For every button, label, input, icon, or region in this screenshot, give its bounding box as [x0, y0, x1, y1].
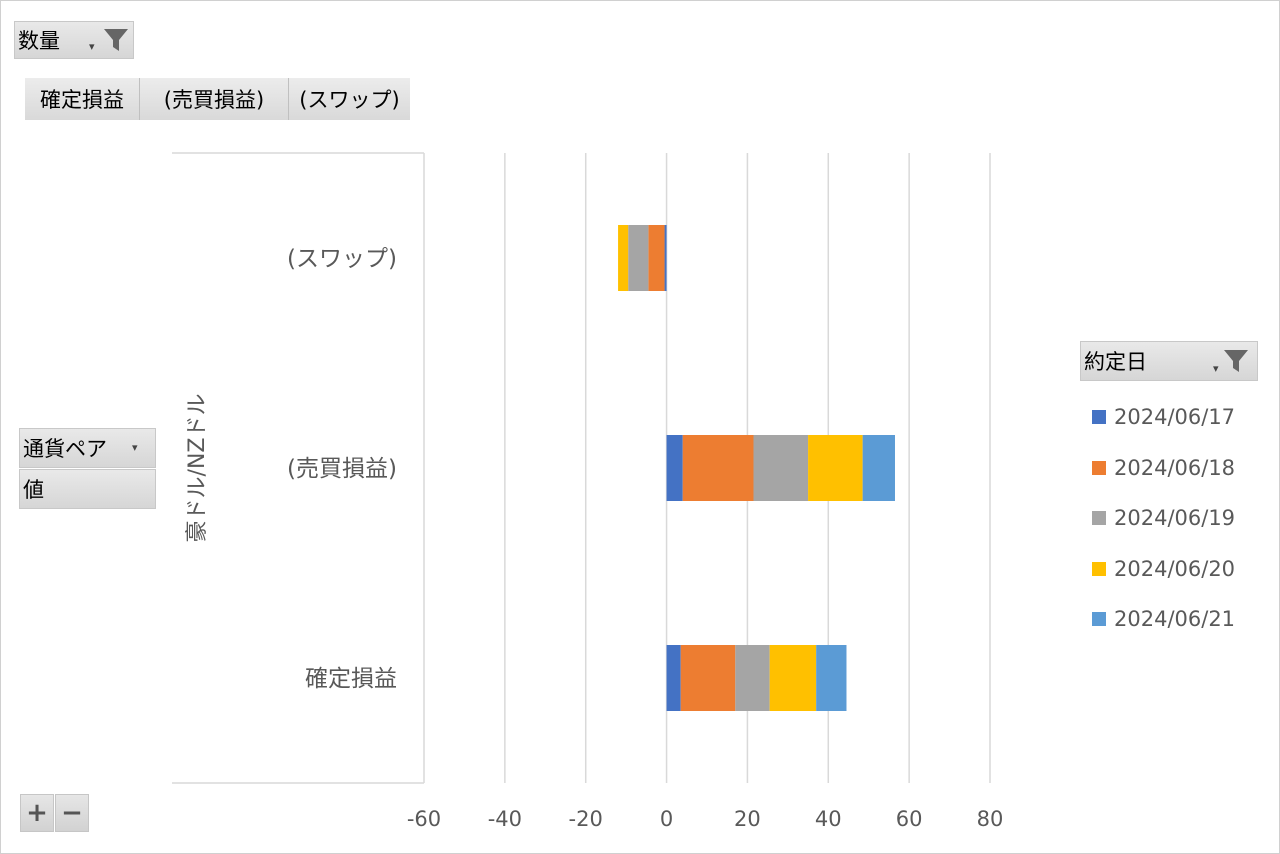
column-field-buttons: 確定損益 (売買損益) (スワップ)	[25, 78, 410, 120]
legend-swatch	[1092, 612, 1106, 627]
legend-label: 2024/06/17	[1114, 405, 1236, 430]
column-button-swap[interactable]: (スワップ)	[289, 78, 410, 120]
minus-icon: −	[61, 798, 83, 828]
legend-item: 2024/06/21	[1092, 594, 1235, 645]
column-button-label: 確定損益	[40, 88, 124, 112]
legend-item: 2024/06/17	[1092, 392, 1235, 443]
legend-label: 2024/06/20	[1114, 556, 1236, 581]
expand-button[interactable]: +	[20, 794, 54, 832]
funnel-icon	[104, 29, 128, 51]
funnel-icon	[1224, 350, 1248, 372]
column-button-label: (スワップ)	[299, 88, 400, 112]
legend-swatch	[1092, 561, 1106, 576]
date-filter-label: 約定日	[1084, 350, 1147, 374]
column-button-trading[interactable]: (売買損益)	[140, 78, 289, 120]
legend-swatch	[1092, 460, 1106, 475]
legend-item: 2024/06/20	[1092, 544, 1235, 595]
legend-label: 2024/06/21	[1114, 607, 1236, 632]
quantity-filter-button[interactable]: 数量 ▾	[14, 21, 134, 59]
collapse-button[interactable]: −	[55, 794, 89, 832]
currency-pair-label: 通貨ペア	[23, 437, 107, 461]
date-filter-button[interactable]: 約定日 ▾	[1080, 341, 1258, 381]
dropdown-arrow-icon: ▾	[1213, 362, 1219, 375]
dropdown-arrow-icon: ▾	[89, 40, 95, 53]
dropdown-arrow-icon: ▾	[132, 441, 138, 454]
legend-swatch	[1092, 410, 1106, 425]
legend-label: 2024/06/19	[1114, 506, 1236, 531]
quantity-filter-label: 数量	[18, 29, 60, 53]
column-button-realized[interactable]: 確定損益	[25, 78, 140, 120]
value-field-button[interactable]: 値	[19, 469, 156, 509]
column-button-label: (売買損益)	[163, 88, 265, 112]
plus-icon: +	[26, 798, 48, 828]
currency-pair-filter-button[interactable]: 通貨ペア ▾	[19, 428, 156, 468]
legend-label: 2024/06/18	[1114, 455, 1236, 480]
legend: 2024/06/17 2024/06/18 2024/06/19 2024/06/20…	[1092, 392, 1235, 645]
legend-swatch	[1092, 511, 1106, 526]
legend-item: 2024/06/18	[1092, 443, 1235, 494]
legend-item: 2024/06/19	[1092, 493, 1235, 544]
value-label: 値	[23, 478, 44, 502]
